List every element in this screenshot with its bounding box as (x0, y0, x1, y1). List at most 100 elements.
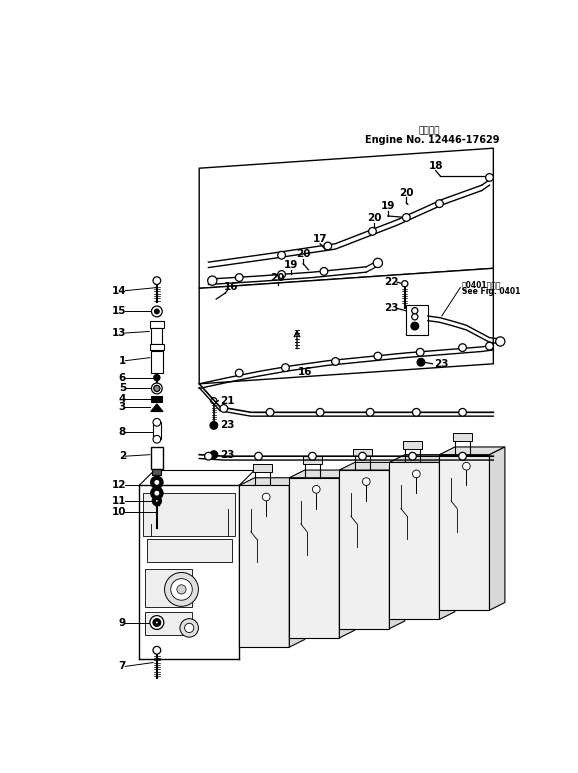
Bar (303, 456, 321, 464)
Circle shape (154, 479, 160, 485)
Text: 10: 10 (112, 507, 126, 517)
Polygon shape (390, 455, 455, 462)
Circle shape (402, 213, 410, 221)
Circle shape (409, 452, 416, 460)
Bar (147, 540, 232, 563)
Polygon shape (239, 485, 290, 647)
Circle shape (177, 585, 186, 594)
Circle shape (278, 251, 286, 259)
Polygon shape (339, 470, 390, 628)
Text: 23: 23 (434, 359, 449, 369)
Circle shape (184, 623, 194, 632)
Polygon shape (290, 478, 305, 647)
Bar (143, 493, 235, 536)
Text: 2: 2 (119, 451, 126, 461)
Bar (151, 329, 162, 344)
Text: 20: 20 (296, 250, 310, 260)
Circle shape (459, 452, 466, 460)
Text: 21: 21 (220, 396, 235, 406)
Bar (453, 433, 472, 441)
Circle shape (150, 615, 164, 629)
Text: 17: 17 (313, 234, 327, 244)
Circle shape (235, 369, 243, 377)
Bar (151, 447, 163, 468)
Polygon shape (439, 455, 490, 610)
Text: 14: 14 (112, 286, 126, 295)
Polygon shape (239, 478, 305, 485)
Polygon shape (439, 455, 455, 619)
Circle shape (235, 274, 243, 281)
Polygon shape (439, 447, 505, 455)
Circle shape (210, 421, 218, 429)
Circle shape (151, 383, 162, 393)
Text: 7: 7 (118, 662, 126, 672)
Circle shape (151, 306, 162, 317)
Circle shape (413, 408, 420, 416)
Circle shape (154, 386, 160, 391)
Circle shape (436, 199, 443, 207)
Circle shape (281, 364, 290, 372)
Circle shape (153, 277, 161, 284)
Circle shape (255, 452, 262, 460)
Text: 22: 22 (384, 278, 399, 288)
Polygon shape (199, 268, 494, 384)
Polygon shape (490, 447, 505, 610)
Text: See Fig. 0401: See Fig. 0401 (462, 287, 520, 296)
Bar (150, 321, 164, 329)
Circle shape (153, 435, 161, 443)
Text: 20: 20 (399, 188, 414, 198)
Circle shape (373, 258, 383, 267)
Text: 16: 16 (224, 282, 239, 291)
Circle shape (486, 342, 494, 350)
Text: 4: 4 (118, 394, 126, 404)
Text: 19: 19 (381, 201, 395, 211)
Text: 5: 5 (119, 383, 126, 393)
Bar (353, 448, 372, 456)
Circle shape (210, 451, 218, 458)
Circle shape (152, 496, 161, 506)
Circle shape (154, 309, 159, 314)
Circle shape (412, 308, 418, 314)
Bar (154, 482, 160, 494)
Text: 19: 19 (284, 261, 298, 271)
Circle shape (417, 359, 425, 366)
Text: 20: 20 (367, 213, 381, 223)
Circle shape (220, 404, 228, 412)
Polygon shape (390, 462, 439, 619)
Circle shape (332, 358, 339, 366)
Text: 9: 9 (119, 618, 126, 628)
Polygon shape (199, 148, 494, 288)
Bar (403, 441, 422, 448)
Text: 困0401図参照: 困0401図参照 (462, 280, 501, 289)
Text: 23: 23 (220, 450, 235, 460)
Circle shape (402, 281, 408, 287)
Circle shape (151, 487, 163, 499)
Bar (153, 422, 161, 439)
Text: 3: 3 (119, 402, 126, 412)
Circle shape (358, 452, 366, 460)
Text: 適用号機: 適用号機 (418, 127, 440, 136)
Bar (253, 464, 272, 472)
Circle shape (366, 408, 374, 416)
Circle shape (153, 646, 161, 654)
Text: Engine No. 12446-17629: Engine No. 12446-17629 (365, 135, 500, 145)
Circle shape (154, 375, 160, 381)
Circle shape (266, 408, 274, 416)
Circle shape (211, 397, 217, 404)
Text: 18: 18 (428, 161, 443, 171)
Circle shape (171, 579, 192, 600)
Circle shape (312, 485, 320, 493)
Polygon shape (290, 478, 339, 638)
Circle shape (155, 621, 158, 624)
Circle shape (369, 227, 376, 235)
Circle shape (262, 493, 270, 501)
Circle shape (459, 408, 466, 416)
Circle shape (413, 470, 420, 478)
Circle shape (411, 322, 418, 330)
Bar (150, 344, 164, 350)
Polygon shape (290, 470, 355, 478)
Text: 1: 1 (119, 356, 126, 366)
Circle shape (205, 452, 212, 460)
Circle shape (412, 314, 418, 320)
Circle shape (151, 476, 163, 489)
